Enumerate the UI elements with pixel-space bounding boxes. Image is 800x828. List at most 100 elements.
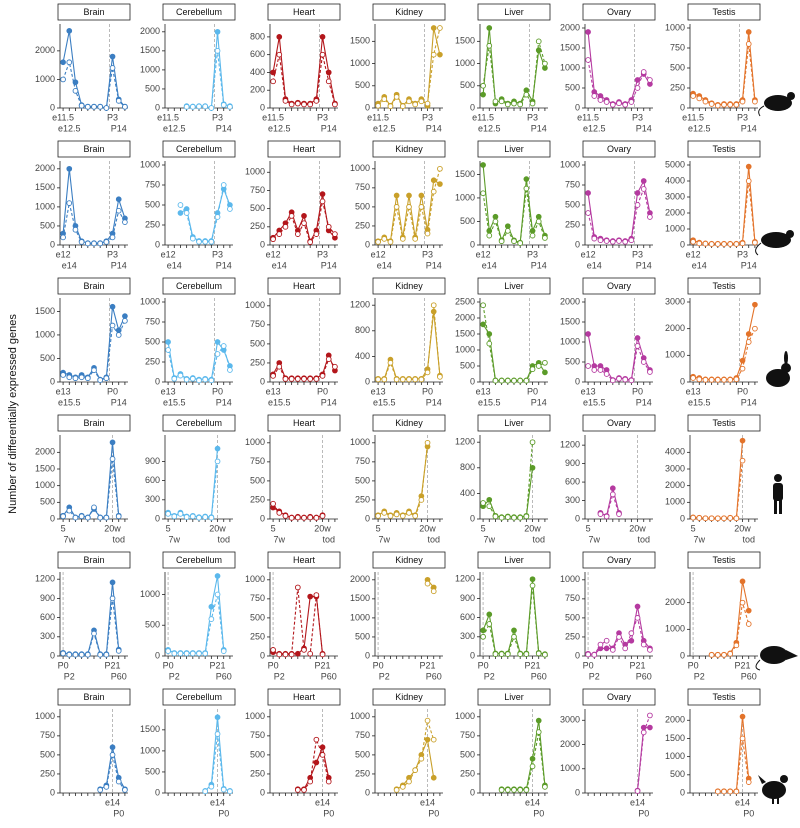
data-point: [597, 97, 604, 103]
rat-icon: [755, 230, 794, 256]
human-icon: [773, 474, 783, 514]
y-tick-label: 1500: [350, 36, 370, 46]
x-tick-label: P3: [212, 112, 223, 122]
x-tick-label: P3: [632, 249, 643, 259]
data-point: [189, 513, 196, 520]
panel-title-box: [267, 551, 341, 569]
data-point: [437, 374, 443, 380]
data-point: [714, 102, 721, 109]
data-point: [535, 213, 542, 220]
data-point: [708, 101, 715, 107]
data-point: [597, 367, 604, 373]
x-tick-label: P14: [216, 123, 232, 133]
data-point: [634, 343, 641, 349]
data-point: [745, 607, 752, 614]
panel-title: Cerebellum: [176, 144, 222, 154]
y-tick-label: 1000: [245, 711, 265, 721]
y-tick-label: 2000: [665, 597, 685, 607]
data-point: [437, 181, 443, 187]
data-point: [739, 98, 746, 105]
y-tick-label: 900: [565, 458, 580, 468]
y-tick-label: 500: [355, 631, 370, 641]
x-tick-label: P0: [58, 660, 69, 670]
panel-title: Heart: [293, 418, 316, 428]
panel-title-box: [372, 277, 446, 295]
data-point: [486, 42, 493, 49]
data-point: [696, 515, 703, 521]
y-tick-label: 4000: [665, 447, 685, 457]
data-point: [301, 101, 307, 108]
data-point: [542, 235, 548, 241]
y-tick-label: 500: [460, 360, 475, 370]
data-point: [690, 514, 696, 521]
data-point: [634, 85, 641, 91]
panel-title-box: [582, 3, 656, 21]
data-point: [313, 736, 320, 743]
y-tick-label: 1000: [455, 58, 475, 68]
chicken-icon: [758, 775, 788, 804]
x-tick-label: P14: [531, 123, 547, 133]
x-tick-label: P14: [741, 260, 757, 270]
data-point: [690, 375, 696, 381]
data-point: [196, 238, 202, 245]
y-tick-label: 500: [565, 356, 580, 366]
y-tick-label: 250: [40, 768, 55, 778]
panel-title-box: [57, 688, 131, 706]
data-point: [307, 239, 314, 245]
data-point: [103, 375, 110, 382]
data-point: [535, 38, 542, 45]
x-tick-label: 20w: [734, 523, 751, 533]
panel-title: Heart: [293, 281, 316, 291]
series-line: [62, 598, 120, 656]
data-point: [721, 377, 727, 383]
data-point: [202, 103, 209, 110]
x-tick-label: P3: [422, 249, 433, 259]
panel-title-box: [477, 140, 551, 158]
data-point: [721, 788, 727, 795]
panel-title-box: [57, 277, 131, 295]
data-point: [66, 374, 73, 381]
x-tick-label: 7w: [169, 534, 181, 544]
data-point: [628, 637, 635, 644]
data-point: [270, 647, 276, 653]
series-line: [186, 31, 231, 109]
species-icons: [755, 92, 798, 804]
y-tick-label: 0: [155, 376, 160, 386]
data-point: [634, 77, 641, 83]
data-point: [634, 603, 641, 610]
data-point: [276, 231, 283, 237]
x-tick-label: P21: [420, 660, 436, 670]
data-point: [622, 376, 629, 383]
x-tick-label: e12: [56, 249, 71, 259]
y-tick-label: 500: [565, 612, 580, 622]
x-tick-label: e14: [482, 260, 497, 270]
data-point: [622, 101, 629, 108]
data-point: [511, 633, 517, 640]
data-point: [208, 783, 215, 790]
data-point: [628, 630, 635, 636]
data-point: [319, 752, 326, 758]
data-point: [430, 302, 437, 309]
y-tick-label: 750: [355, 730, 370, 740]
y-tick-label: 500: [565, 82, 580, 92]
data-point: [721, 652, 727, 658]
y-tick-label: 250: [355, 220, 370, 230]
data-point: [387, 513, 394, 519]
data-point: [103, 651, 110, 658]
data-point: [72, 79, 79, 86]
y-tick-label: 300: [145, 494, 160, 504]
data-point: [647, 724, 653, 731]
data-point: [616, 238, 622, 244]
series-line: [377, 442, 429, 517]
panel-title-box: [687, 277, 761, 295]
panel-title: Testis: [712, 7, 736, 17]
y-tick-label: 600: [565, 476, 580, 486]
panel-title-box: [477, 277, 551, 295]
data-point: [60, 372, 66, 378]
data-point: [282, 376, 289, 382]
data-point: [202, 514, 209, 520]
data-point: [647, 77, 653, 83]
data-point: [597, 641, 604, 648]
y-tick-label: 3000: [665, 191, 685, 201]
